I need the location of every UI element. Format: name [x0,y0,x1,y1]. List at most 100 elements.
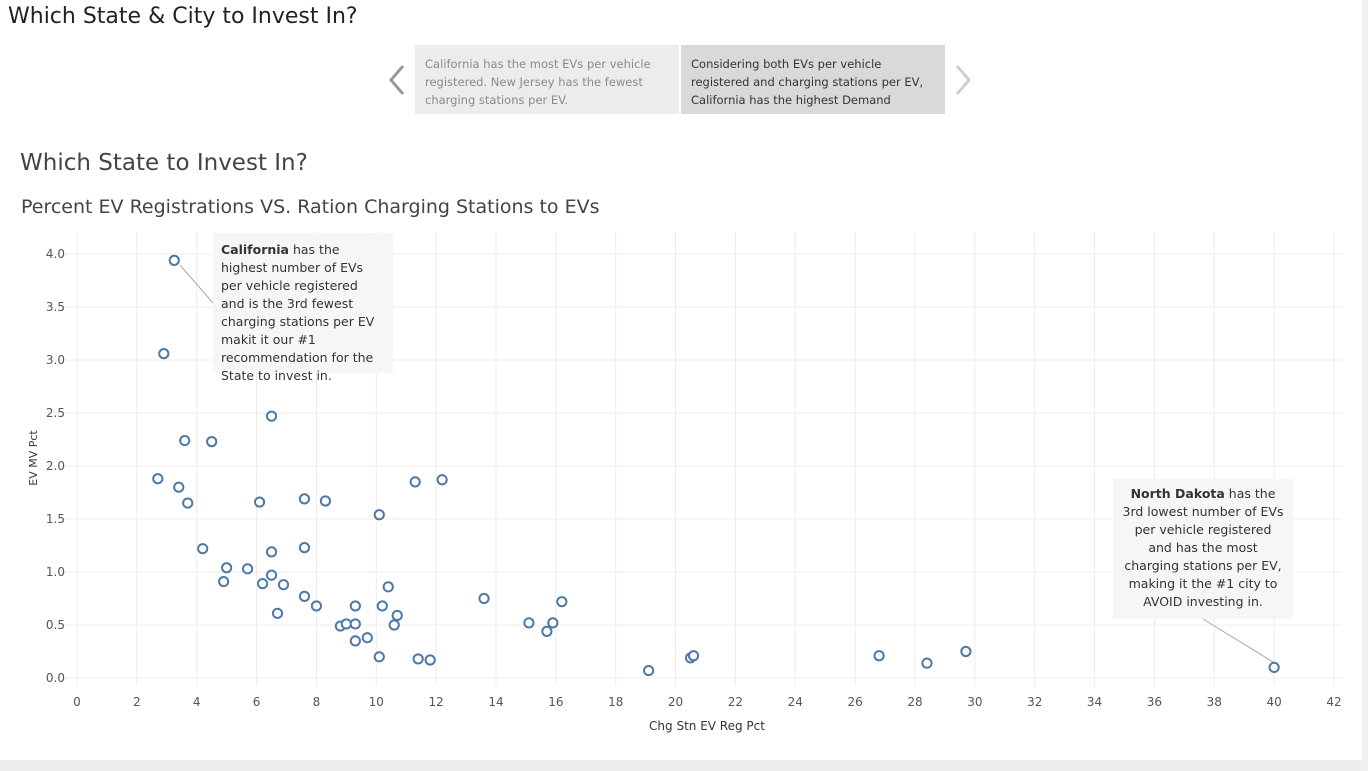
x-tick-label: 8 [313,695,321,709]
x-tick-label: 38 [1207,695,1222,709]
scatter-point[interactable] [298,590,311,602]
scatter-point[interactable] [687,650,700,662]
scatter-point[interactable] [547,617,559,629]
x-tick-label: 40 [1267,695,1282,709]
y-tick-label: 0.0 [46,671,65,685]
scatter-point[interactable] [271,607,284,619]
x-tick-label: 26 [848,695,863,709]
scatter-point[interactable] [218,575,230,588]
scatter-point[interactable] [361,632,373,644]
scatter-point[interactable] [256,578,269,590]
california-annotation-text: has the highest number of EVs per vehicl… [221,242,375,383]
scatter-point[interactable] [298,542,311,554]
scatter-point[interactable] [523,617,535,629]
scatter-point[interactable] [409,476,421,488]
scatter-point[interactable] [349,618,361,630]
y-tick-label: 3.0 [46,353,65,367]
north-dakota-annotation: North Dakota has the 3rd lowest number o… [1113,479,1293,619]
x-tick-label: 18 [608,695,623,709]
scatter-point[interactable] [921,657,933,669]
scatter-point[interactable] [873,650,885,662]
next-story-point-button[interactable] [950,60,974,100]
scatter-point[interactable] [349,635,361,647]
scatter-point[interactable] [373,509,385,521]
scatter-point[interactable] [424,654,436,666]
x-tick-label: 2 [133,695,141,709]
y-tick-label: 4.0 [46,247,65,261]
x-tick-label: 30 [967,695,982,709]
scatter-point[interactable] [265,546,278,558]
scatter-point[interactable] [643,664,655,677]
scatter-point[interactable] [478,592,490,605]
chart-title: Percent EV Registrations VS. Ration Char… [21,196,600,218]
x-tick-label: 24 [788,695,803,709]
scatter-point[interactable] [173,481,185,493]
scatter-point[interactable] [182,497,194,509]
scatter-point[interactable] [436,474,448,486]
california-annotation-state: California [221,242,289,257]
y-tick-label: 3.5 [46,300,65,314]
scatter-point[interactable] [197,543,209,555]
x-tick-label: 20 [668,695,683,709]
x-tick-label: 22 [728,695,743,709]
california-leader-line [179,264,214,304]
scatter-point[interactable] [412,653,424,665]
north-dakota-annotation-text: has the 3rd lowest number of EVs per veh… [1122,486,1284,609]
scatter-point[interactable] [265,410,278,422]
footer-bar [0,760,1368,771]
x-tick-label: 10 [369,695,384,709]
y-tick-label: 2.5 [46,406,65,420]
scatter-point[interactable] [265,569,278,581]
scatter-point[interactable] [310,600,323,612]
y-axis-label: EV MV Pct [27,430,40,486]
scatter-point[interactable] [388,619,400,631]
scatter-point[interactable] [541,625,553,637]
y-tick-label: 0.5 [46,618,65,632]
california-annotation: California has the highest number of EVs… [213,233,393,383]
x-tick-label: 6 [253,695,261,709]
scatter-point[interactable] [340,618,352,630]
y-tick-label: 2.0 [46,459,65,473]
scroll-edge [1362,0,1368,771]
chevron-right-icon [955,65,971,95]
scatter-point[interactable] [1268,661,1280,674]
x-tick-label: 34 [1087,695,1102,709]
scatter-point[interactable] [152,473,164,485]
x-tick-label: 42 [1326,695,1341,709]
x-tick-label: 16 [548,695,563,709]
scatter-point[interactable] [158,348,170,360]
north-dakota-annotation-state: North Dakota [1130,486,1225,501]
story-point-1[interactable]: California has the most EVs per vehicle … [415,45,679,114]
x-tick-label: 12 [429,695,444,709]
scatter-point[interactable] [391,609,403,622]
scatter-point[interactable] [168,254,180,266]
scatter-point[interactable] [556,596,568,608]
scatter-point[interactable] [960,645,972,658]
scatter-point[interactable] [298,493,311,505]
scatter-point[interactable] [319,495,332,507]
story-title: Which State & City to Invest In? [8,4,358,29]
scatter-point[interactable] [376,600,388,612]
previous-story-point-button[interactable] [386,60,410,100]
x-tick-label: 36 [1147,695,1162,709]
scatter-point[interactable] [241,563,254,575]
scatter-point[interactable] [179,434,191,447]
x-tick-label: 28 [907,695,922,709]
scatter-point[interactable] [221,562,233,574]
x-tick-label: 4 [193,695,201,709]
chevron-left-icon [389,65,405,95]
y-tick-label: 1.0 [46,565,65,579]
scatter-point[interactable] [206,436,218,448]
y-tick-label: 1.5 [46,512,65,526]
x-tick-label: 14 [488,695,503,709]
scatter-point[interactable] [253,496,266,508]
scatter-point[interactable] [277,579,290,591]
story-point-2[interactable]: Considering both EVs per vehicle registe… [681,45,945,114]
north-dakota-leader-line [1202,618,1274,663]
x-axis-label: Chg Stn EV Reg Pct [649,719,765,733]
scatter-point[interactable] [373,651,385,663]
scatter-point[interactable] [382,581,394,593]
x-tick-label: 32 [1027,695,1042,709]
scatter-point[interactable] [349,600,361,612]
